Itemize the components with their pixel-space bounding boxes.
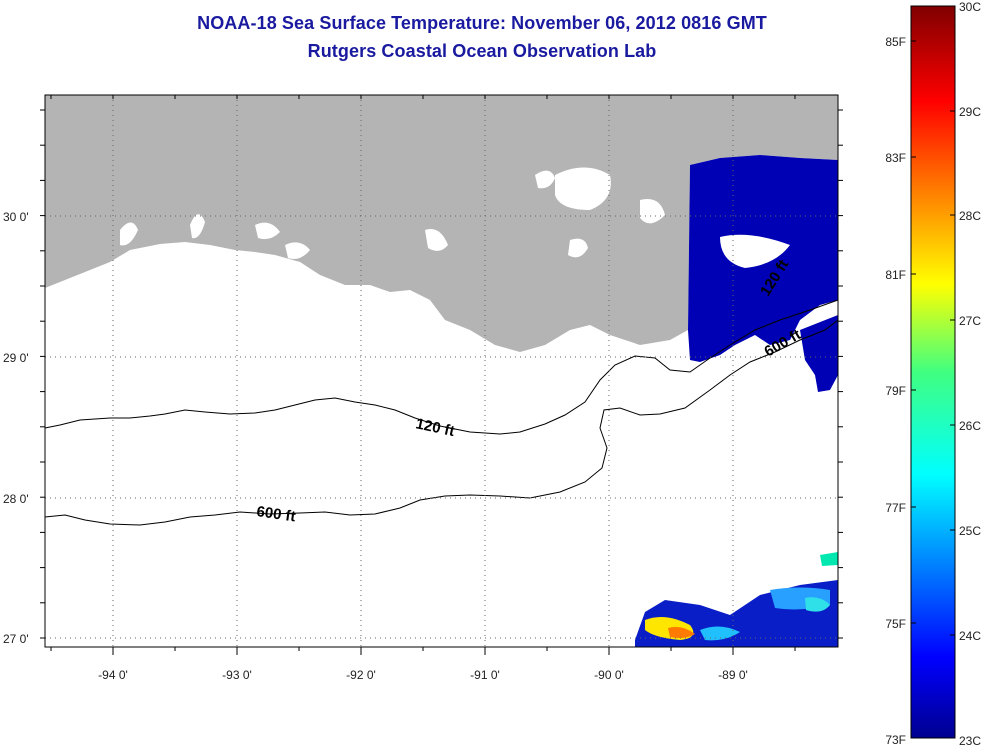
depth-contour-600ft — [44, 319, 839, 526]
colorbar-c-label: 27C — [959, 314, 981, 328]
colorbar-ticks — [911, 40, 955, 636]
colorbar-c-label: 28C — [959, 209, 981, 223]
sst-data-patch — [700, 626, 740, 641]
lake — [255, 222, 280, 240]
colorbar-f-label: 73F — [885, 733, 906, 747]
lat-label: 29 0' — [3, 351, 29, 365]
temperature-colorbar — [910, 5, 956, 739]
lake — [640, 199, 665, 224]
sst-data-patch — [820, 552, 838, 566]
colorbar-f-label: 85F — [885, 35, 906, 49]
plot-frame — [44, 94, 839, 648]
lake — [425, 229, 448, 251]
chart-subtitle: Rutgers Coastal Ocean Observation Lab — [307, 41, 657, 61]
depth-contour-120ft — [44, 299, 839, 435]
colorbar-c-label: 25C — [959, 524, 981, 538]
colorbar-f-label: 77F — [885, 501, 906, 515]
chart-title: NOAA-18 Sea Surface Temperature: Novembe… — [197, 13, 767, 33]
lat-label: 30 0' — [3, 210, 29, 224]
colorbar-c-label: 23C — [959, 734, 981, 748]
colorbar-c-label: 24C — [959, 629, 981, 643]
lake — [535, 170, 555, 189]
contour-label-600ft: 600 ft — [255, 503, 296, 525]
lake — [568, 238, 588, 258]
colorbar-f-label: 83F — [885, 151, 906, 165]
lon-label: -89 0' — [718, 668, 748, 682]
lake — [555, 167, 611, 210]
sst-data-patch — [805, 597, 830, 612]
lon-label: -90 0' — [594, 668, 624, 682]
lon-label: -92 0' — [346, 668, 376, 682]
colorbar-f-label: 75F — [885, 617, 906, 631]
lat-label: 27 0' — [3, 632, 29, 646]
sst-data-patch — [668, 626, 695, 638]
lake — [120, 222, 138, 246]
lon-label: -93 0' — [222, 668, 252, 682]
axis-ticks — [40, 95, 843, 655]
colorbar-f-label: 81F — [885, 268, 906, 282]
colorbar-c-label: 26C — [959, 419, 981, 433]
lake — [285, 242, 310, 259]
lake — [720, 234, 790, 268]
lon-label: -94 0' — [98, 668, 128, 682]
lake — [190, 214, 205, 239]
sst-cold-patch — [800, 315, 838, 392]
lat-label: 28 0' — [3, 492, 29, 506]
graticule — [45, 95, 838, 647]
colorbar-f-label: 79F — [885, 384, 906, 398]
land-mass — [45, 95, 838, 352]
colorbar-c-label: 29C — [959, 105, 981, 119]
lon-label: -91 0' — [470, 668, 500, 682]
colorbar-c-label: 30C — [959, 0, 981, 14]
